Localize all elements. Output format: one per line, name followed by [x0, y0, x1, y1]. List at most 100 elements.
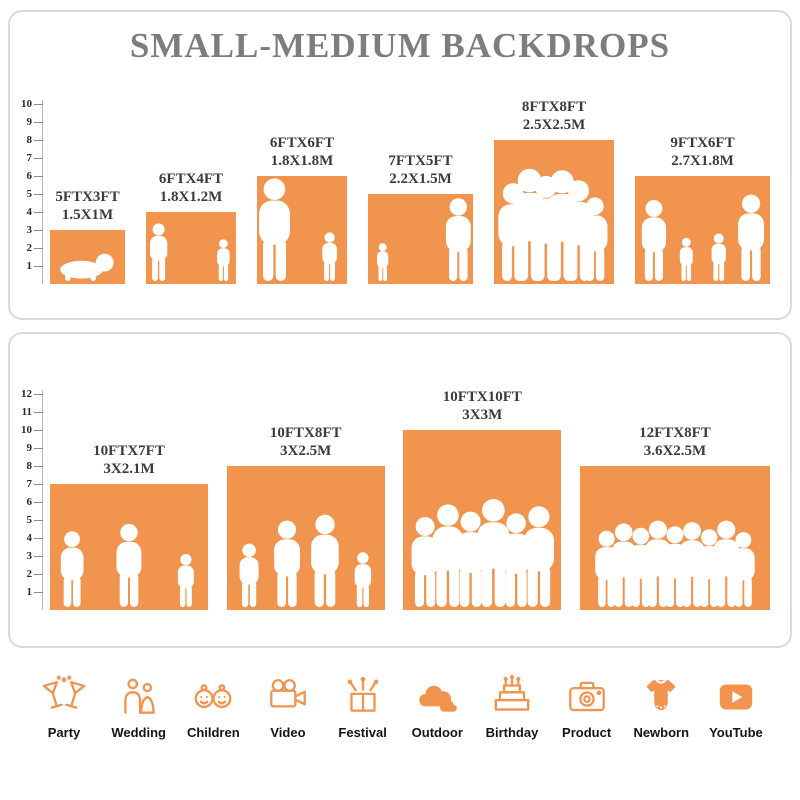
bar-size-label: 10FTX8FT 3X2.5M	[270, 424, 342, 462]
large-backdrop-10ftx8ft: 10FTX8FT 3X2.5M	[226, 424, 385, 610]
small-backdrop-9ftx6ft: 9FTX6FT 2.7X1.8M	[635, 134, 770, 284]
ruler-scale-large: 1 2 3 4 5 6 7 8 9 10 11 12	[16, 350, 46, 610]
bar-size-ft: 8FTX8FT	[521, 98, 587, 115]
ruler-tick-line	[34, 501, 43, 503]
ruler-tick: 5	[16, 514, 43, 526]
category-label: Newborn	[633, 725, 690, 740]
ruler-tick-line	[34, 483, 43, 485]
ruler-tick-number: 6	[26, 170, 33, 182]
category-newborn: Newborn	[629, 674, 693, 740]
ruler-tick-line	[34, 465, 43, 467]
category-children: Children	[181, 674, 245, 740]
ruler-tick: 3	[16, 224, 43, 236]
couple-and-child-silhouette	[60, 523, 194, 607]
small-backdrop-5ftx3ft: 5FTX3FT 1.5X1M	[50, 188, 125, 284]
ruler-tick: 8	[16, 460, 43, 472]
bar-size-ft: 7FTX5FT	[388, 152, 453, 169]
ruler-tick-line	[34, 157, 43, 159]
ruler-tick-line	[34, 537, 43, 539]
backdrop-size-infographic: SMALL-MEDIUM BACKDROPS 1 2 3 4 5 6 7 8 9 10 5FTX3…	[8, 10, 792, 740]
category-festival: Festival	[331, 674, 395, 740]
large-panel: 1 2 3 4 5 6 7 8 9 10 11 12 10FTX7FT 3X2.1M 10FTX8FT 3X…	[8, 332, 792, 648]
ruler-tick-line	[34, 591, 43, 593]
ruler-tick-number: 11	[21, 406, 32, 418]
mother-and-children-silhouette	[259, 178, 337, 281]
bar-size-m: 3X3M	[462, 407, 503, 424]
ruler-tick-number: 8	[26, 134, 33, 146]
ruler-tick-number: 7	[26, 152, 33, 164]
ruler-tick: 4	[16, 206, 43, 218]
ruler-axis-line	[42, 390, 43, 610]
bar-size-ft: 9FTX6FT	[670, 134, 735, 151]
ruler-tick-number: 8	[26, 460, 33, 472]
backdrop-swatch	[579, 466, 770, 610]
large-backdrop-12ftx8ft: 12FTX8FT 3.6X2.5M	[579, 424, 770, 610]
group-of-adults-silhouette	[498, 168, 608, 281]
bars-row-small: 5FTX3FT 1.5X1M 6FTX4FT 1.8X1.2M 6FTX6FT 1.8X1…	[50, 74, 770, 284]
ruler-tick-line	[34, 247, 43, 249]
bar-size-ft: 5FTX3FT	[55, 188, 120, 205]
backdrop-swatch	[257, 176, 347, 284]
ruler-tick: 11	[16, 406, 43, 418]
category-label: YouTube	[709, 725, 763, 740]
youtube-icon	[713, 674, 759, 720]
toddler-and-man-silhouette	[377, 198, 471, 281]
ruler-tick-number: 6	[26, 496, 33, 508]
backdrop-swatch	[635, 176, 770, 284]
ruler-tick: 6	[16, 170, 43, 182]
bar-size-label: 5FTX3FT 1.5X1M	[55, 188, 119, 226]
ruler-tick-line	[34, 555, 43, 557]
bar-size-label: 7FTX5FT 2.2X1.5M	[388, 152, 452, 190]
ruler-tick-line	[34, 103, 43, 105]
ruler-tick-number: 2	[26, 242, 33, 254]
backdrop-swatch	[146, 212, 236, 284]
small-backdrop-8ftx8ft: 8FTX8FT 2.5X2.5M	[494, 98, 614, 284]
ruler-tick-line	[34, 229, 43, 231]
ruler-tick-number: 4	[26, 532, 33, 544]
bar-size-m: 2.5X2.5M	[522, 117, 586, 134]
ruler-tick-number: 9	[26, 116, 33, 128]
product-icon	[564, 674, 610, 720]
ruler-tick: 7	[16, 478, 43, 490]
wedding-icon	[116, 674, 162, 720]
festival-icon	[340, 674, 386, 720]
category-label: Party	[47, 725, 81, 740]
video-icon	[265, 674, 311, 720]
category-outdoor: Outdoor	[405, 674, 469, 740]
bar-size-m: 2.2X1.5M	[389, 171, 452, 188]
bar-size-ft: 6FTX4FT	[158, 170, 224, 187]
ruler-tick: 10	[16, 424, 43, 436]
ruler-tick-number: 3	[26, 224, 33, 236]
category-video: Video	[256, 674, 320, 740]
ruler-tick-number: 5	[26, 514, 33, 526]
bar-size-label: 6FTX4FT 1.8X1.2M	[159, 170, 223, 208]
ruler-tick-line	[34, 411, 43, 413]
bar-size-label: 6FTX6FT 1.8X1.8M	[270, 134, 334, 172]
children-icon	[190, 674, 236, 720]
category-label: Wedding	[111, 725, 166, 740]
ruler-tick-number: 2	[26, 568, 33, 580]
group-cheering-silhouette	[411, 499, 555, 607]
ruler-tick-line	[34, 193, 43, 195]
ruler-tick-number: 10	[21, 424, 32, 436]
category-label: Outdoor	[411, 725, 463, 740]
bar-size-label: 9FTX6FT 2.7X1.8M	[670, 134, 734, 172]
bar-size-m: 3X2.5M	[280, 443, 332, 460]
outdoor-icon	[414, 674, 460, 720]
ruler-tick: 9	[16, 116, 43, 128]
birthday-icon	[489, 674, 535, 720]
ruler-tick-line	[34, 519, 43, 521]
ruler-tick-number: 1	[26, 260, 33, 272]
backdrop-swatch	[50, 230, 125, 284]
page-title: SMALL-MEDIUM BACKDROPS	[129, 26, 671, 65]
bar-size-label: 10FTX10FT 3X3M	[443, 388, 522, 426]
ruler-tick-line	[34, 121, 43, 123]
ruler-tick-line	[34, 393, 43, 395]
bar-size-m: 1.5X1M	[61, 207, 114, 224]
ruler-tick: 2	[16, 242, 43, 254]
chart-area-small: 1 2 3 4 5 6 7 8 9 10 5FTX3FT 1.5X1M 6FTX4FT 1.8X1.2M…	[16, 74, 770, 284]
category-row: Party Wedding	[8, 674, 792, 740]
ruler-tick: 3	[16, 550, 43, 562]
large-group-silhouette	[595, 520, 755, 607]
category-label: Children	[186, 725, 240, 740]
